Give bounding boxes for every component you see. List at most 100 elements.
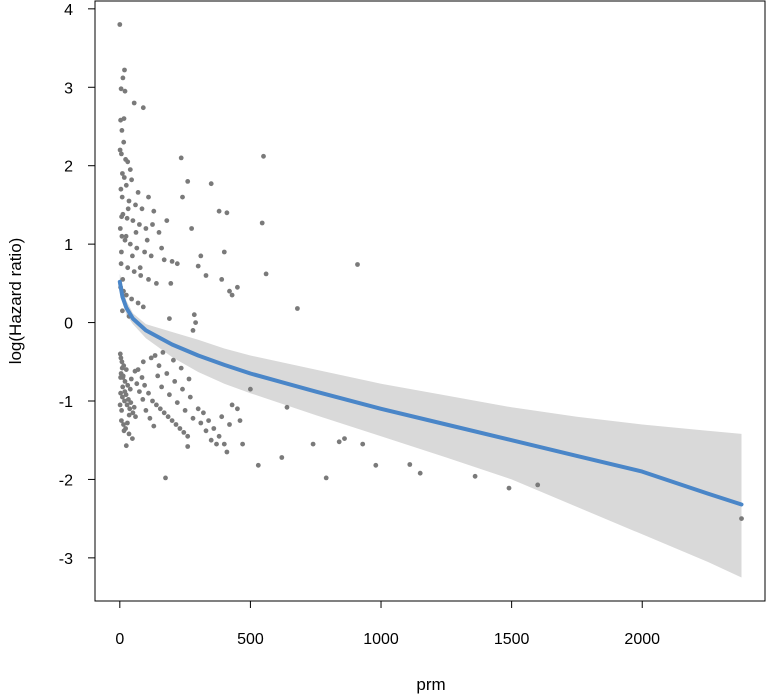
data-point xyxy=(168,281,174,286)
data-point xyxy=(139,206,145,212)
data-point xyxy=(126,431,132,437)
data-point xyxy=(165,414,171,420)
data-point xyxy=(144,237,150,243)
data-point xyxy=(208,437,214,443)
data-point xyxy=(156,363,162,369)
data-point xyxy=(161,257,167,263)
data-point xyxy=(140,304,146,310)
data-point xyxy=(118,390,123,396)
data-point xyxy=(134,381,140,387)
data-point xyxy=(154,402,159,408)
data-point xyxy=(193,320,199,325)
data-point xyxy=(137,389,142,394)
data-point xyxy=(120,75,126,81)
data-point xyxy=(123,392,129,398)
data-point xyxy=(130,253,135,259)
data-point xyxy=(117,402,123,408)
data-point xyxy=(118,355,124,361)
data-point xyxy=(201,410,206,416)
data-point xyxy=(163,475,168,481)
data-point xyxy=(261,153,266,159)
data-point xyxy=(195,263,201,269)
y-tick-label: 0 xyxy=(64,316,73,333)
data-point xyxy=(198,253,204,259)
data-point xyxy=(279,455,285,460)
data-point xyxy=(119,151,124,157)
data-point xyxy=(216,208,222,214)
data-point xyxy=(119,194,125,200)
data-point xyxy=(117,351,123,357)
data-point xyxy=(224,210,230,216)
x-tick-label: 500 xyxy=(237,631,264,648)
data-point xyxy=(133,202,138,208)
data-point xyxy=(472,473,478,479)
x-axis: 0 500 1000 1500 2000 xyxy=(115,600,660,648)
data-point xyxy=(140,359,146,365)
data-point xyxy=(122,237,128,243)
data-point xyxy=(143,226,149,231)
data-point xyxy=(125,265,131,271)
data-point xyxy=(119,408,124,413)
data-point xyxy=(235,284,240,290)
data-point xyxy=(123,443,129,449)
data-point xyxy=(122,88,128,94)
data-point xyxy=(295,306,300,311)
data-point xyxy=(122,398,127,404)
data-point xyxy=(167,392,172,398)
data-point xyxy=(127,406,133,412)
data-point xyxy=(146,390,151,396)
x-axis-title: prm xyxy=(416,675,445,694)
data-point xyxy=(229,402,235,408)
data-point xyxy=(124,402,130,408)
data-point xyxy=(120,394,125,400)
data-point xyxy=(121,175,127,180)
data-point xyxy=(119,233,125,239)
y-axis-title: log(Hazard ratio) xyxy=(6,238,25,365)
data-point xyxy=(121,428,127,434)
data-point xyxy=(133,230,139,235)
data-point xyxy=(121,139,127,145)
data-point xyxy=(221,249,227,255)
data-point xyxy=(263,271,269,277)
data-point xyxy=(125,420,130,426)
data-point xyxy=(178,155,184,161)
data-point xyxy=(164,371,170,376)
data-point xyxy=(118,261,124,267)
data-point xyxy=(119,418,124,423)
data-point xyxy=(169,259,175,264)
data-point xyxy=(227,422,232,427)
scatter-points-layer xyxy=(117,22,744,521)
data-point xyxy=(284,404,290,410)
data-point xyxy=(189,226,195,231)
data-point xyxy=(132,368,138,374)
data-point xyxy=(336,439,342,445)
data-point xyxy=(157,406,163,412)
data-point xyxy=(161,410,167,416)
data-point xyxy=(160,350,166,355)
data-point xyxy=(417,470,423,476)
data-point xyxy=(129,296,135,302)
data-point xyxy=(180,194,185,200)
data-point xyxy=(203,428,209,434)
data-point xyxy=(360,441,366,447)
data-point xyxy=(151,208,157,214)
confidence-band-layer xyxy=(119,273,742,578)
data-point xyxy=(259,220,265,226)
data-point xyxy=(130,436,135,441)
data-point xyxy=(128,400,134,405)
data-point xyxy=(122,379,128,384)
data-point xyxy=(159,245,165,251)
data-point xyxy=(135,190,141,195)
y-tick-label: 4 xyxy=(64,2,73,19)
data-point xyxy=(117,226,123,231)
data-point xyxy=(237,418,243,423)
data-point xyxy=(172,379,178,384)
data-point xyxy=(129,177,135,183)
data-point xyxy=(122,67,127,73)
data-point xyxy=(117,22,123,27)
data-point xyxy=(118,375,123,380)
data-point xyxy=(121,422,126,427)
data-point xyxy=(134,245,140,251)
data-point xyxy=(174,261,180,267)
data-point xyxy=(131,100,137,106)
